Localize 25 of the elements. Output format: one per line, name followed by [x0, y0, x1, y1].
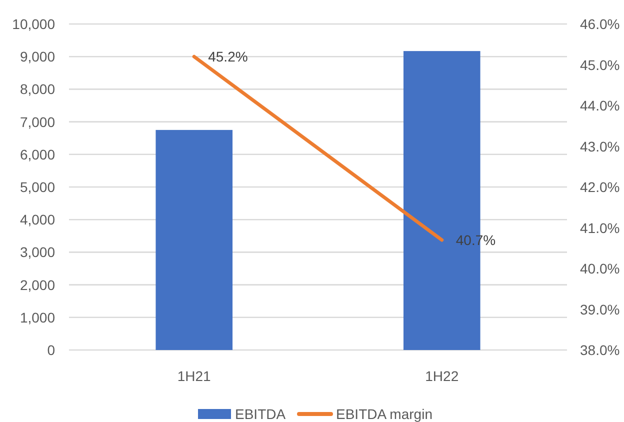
y-tick-label: 1,000: [20, 309, 56, 326]
y-tick-label: 7,000: [20, 114, 56, 130]
x-tick-label: 1H21: [177, 368, 212, 384]
data-label: 45.2%: [208, 48, 248, 65]
y2-tick-label: 38.0%: [580, 342, 620, 358]
y-tick-label: 4,000: [20, 212, 56, 228]
y-tick-label: 9,000: [20, 48, 56, 65]
y2-tick-label: 42.0%: [580, 179, 620, 195]
legend-label: EBITDA: [235, 406, 286, 422]
y2-tick-label: 46.0%: [580, 16, 620, 32]
y2-tick-label: 44.0%: [580, 98, 620, 114]
y-tick-label: 3,000: [20, 244, 56, 260]
y2-tick-label: 45.0%: [580, 56, 620, 73]
y-tick-label: 0: [47, 342, 56, 358]
y2-tick-label: 43.0%: [580, 138, 620, 154]
y2-tick-label: 41.0%: [580, 220, 620, 236]
y-tick-label: 5,000: [20, 179, 56, 195]
x-tick-label: 1H22: [425, 368, 459, 384]
y-tick-label: 6,000: [20, 146, 56, 162]
y-tick-label: 10,000: [12, 16, 56, 32]
legend-label: EBITDA margin: [336, 406, 432, 422]
y2-tick-label: 39.0%: [580, 301, 620, 318]
y2-tick-label: 40.0%: [580, 260, 620, 276]
y-tick-label: 8,000: [20, 81, 56, 98]
y-tick-label: 2,000: [20, 276, 56, 293]
